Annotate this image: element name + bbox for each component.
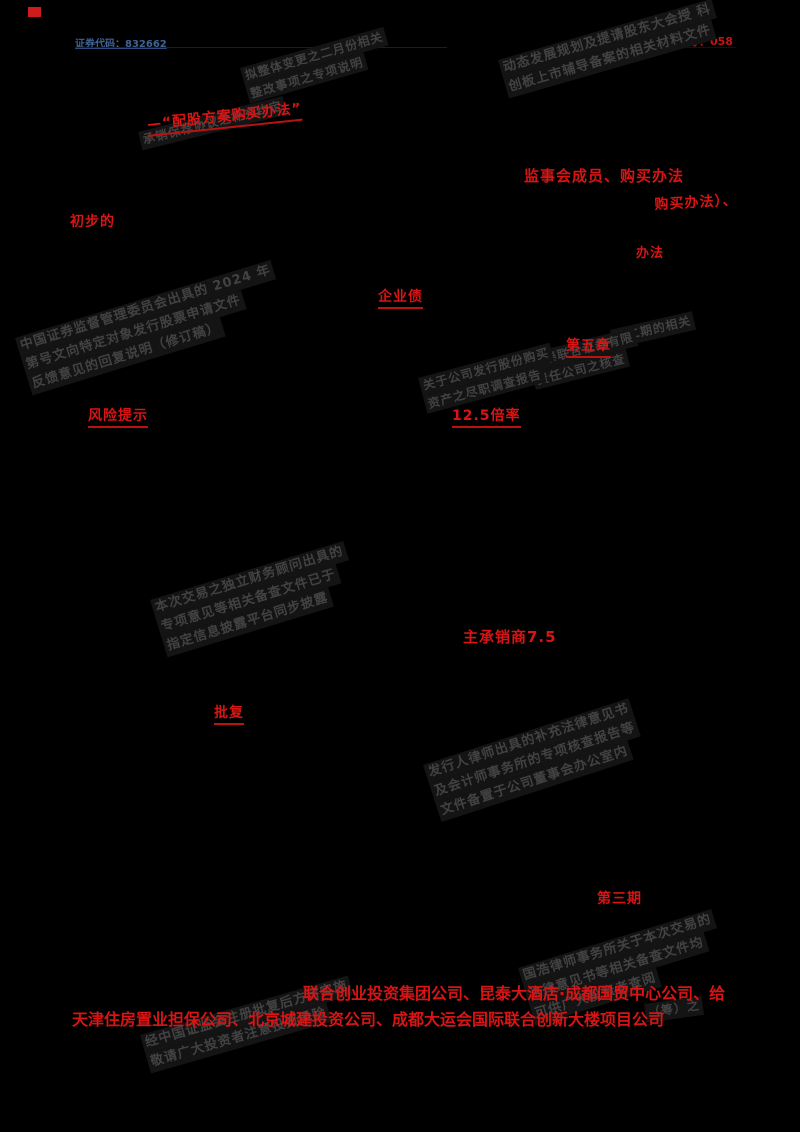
watermark-fragment: 关于公司发行股份购买 资产之尽职调查报告 <box>418 342 559 414</box>
revision-text: 批复 <box>214 702 244 725</box>
revision-paragraph-line: 联合创业投资集团公司、昆泰大酒店·成都国贸中心公司、给 <box>303 984 726 1003</box>
revision-text: 办法 <box>636 246 665 261</box>
revision-text: 初步的 <box>70 214 115 230</box>
header-rule-right <box>657 47 736 48</box>
revision-text: 12.5倍率 <box>452 405 521 428</box>
watermark-fragment: 本次交易之独立财务顾问出具的 专项意见等相关备查文件已于 指定信息披露平台同步披… <box>150 540 361 658</box>
watermark-fragment: 拟整体变更之二月份相关 整改事项之专项说明 <box>240 26 393 104</box>
revision-text: 企业债 <box>378 286 423 309</box>
revision-text: 主承销商7.5 <box>463 628 557 646</box>
revision-text: 第三期 <box>597 891 642 907</box>
header-rule-left <box>75 47 447 48</box>
revision-text: 风险提示 <box>88 405 148 428</box>
corner-mark <box>28 7 41 17</box>
revision-text: 购买办法）、 <box>654 192 738 213</box>
revision-paragraph-line: 天津住房置业担保公司、北京城建投资公司、成都大运会国际联合创新大楼项目公司 <box>72 1010 665 1029</box>
watermark-fragment: 中国证券监督管理委员会出具的 2024 年 第号文向特定对象发行股票申请文件 反… <box>15 259 288 396</box>
revision-text: 第五章 <box>566 335 611 358</box>
revision-text: 监事会成员、购买办法 <box>524 167 685 185</box>
stock-code-link[interactable]: 证券代码：832662 <box>75 39 167 50</box>
watermark-fragment: 发行人律师出具的补充法律意见书 及会计师事务所的专项核查报告等 文件备置于公司董… <box>423 698 647 823</box>
watermark-fragment: 动态发展规划及提请股东大会授 科 创板上市辅导备案的相关材料文件 <box>498 0 722 99</box>
revision-text: —“配股方案购买办法” <box>146 97 303 137</box>
